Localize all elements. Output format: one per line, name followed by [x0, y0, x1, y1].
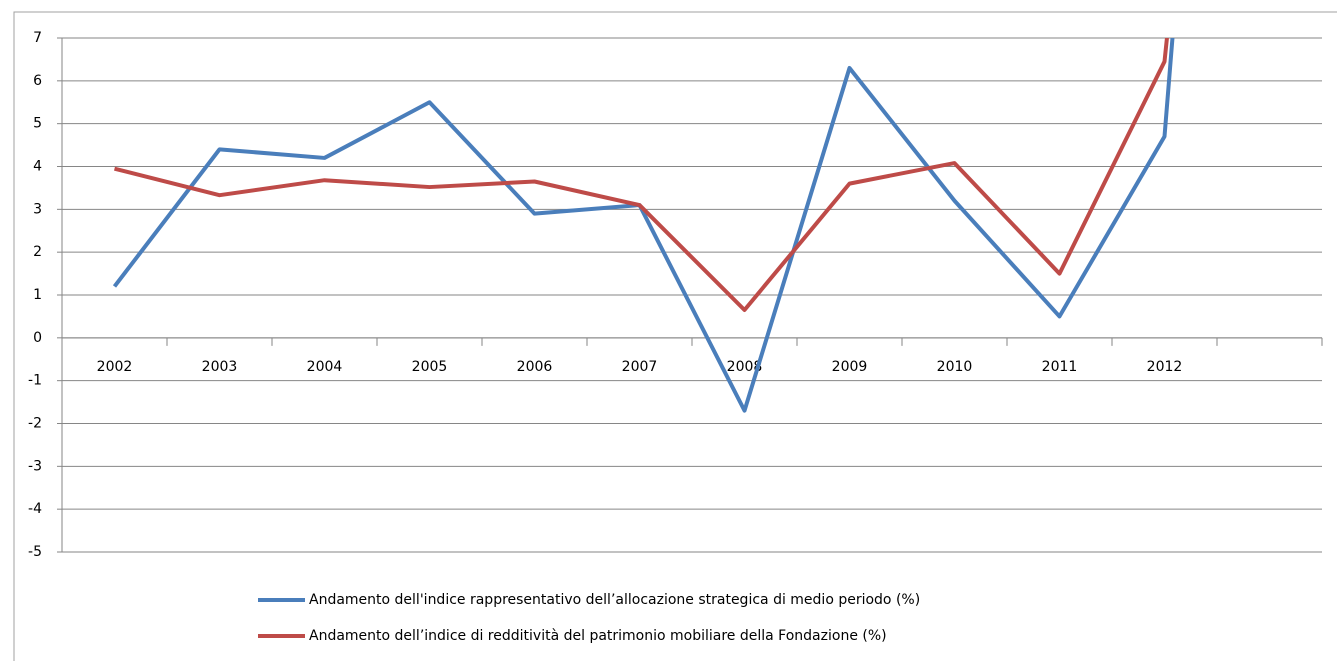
x-tick-label: 2009	[832, 359, 868, 375]
y-tick-label: -2	[28, 416, 42, 432]
y-tick-label: 2	[33, 244, 42, 260]
y-tick-label: 4	[33, 159, 42, 175]
x-tick-label: 2004	[307, 359, 343, 375]
y-tick-label: -3	[28, 458, 42, 474]
series-line	[114, 38, 1169, 312]
x-tick-label: 2010	[937, 359, 973, 375]
x-tick-label: 2003	[202, 359, 238, 375]
series-line	[112, 38, 1175, 413]
x-tick-label: 2007	[622, 359, 658, 375]
y-tick-label: 7	[33, 30, 42, 46]
y-tick-label: 6	[33, 73, 42, 89]
legend-label: Andamento dell’indice di redditività del…	[309, 628, 887, 644]
y-tick-label: 5	[33, 116, 42, 132]
y-tick-label: -1	[28, 373, 42, 389]
x-tick-label: 2005	[412, 359, 448, 375]
y-tick-label: 3	[33, 201, 42, 217]
x-tick-label: 2006	[517, 359, 553, 375]
x-tick-label: 2012	[1147, 359, 1183, 375]
chart-border	[13, 11, 1337, 665]
y-tick-label: 0	[33, 330, 42, 346]
x-tick-label: 2011	[1042, 359, 1078, 375]
x-tick-label: 2008	[727, 359, 763, 375]
y-tick-label: -5	[28, 544, 42, 560]
legend-label: Andamento dell'indice rappresentativo de…	[309, 592, 920, 608]
plot-lines	[112, 38, 1175, 413]
x-tick-label: 2002	[97, 359, 133, 375]
y-tick-label: 1	[33, 287, 42, 303]
y-tick-label: -4	[28, 501, 42, 517]
